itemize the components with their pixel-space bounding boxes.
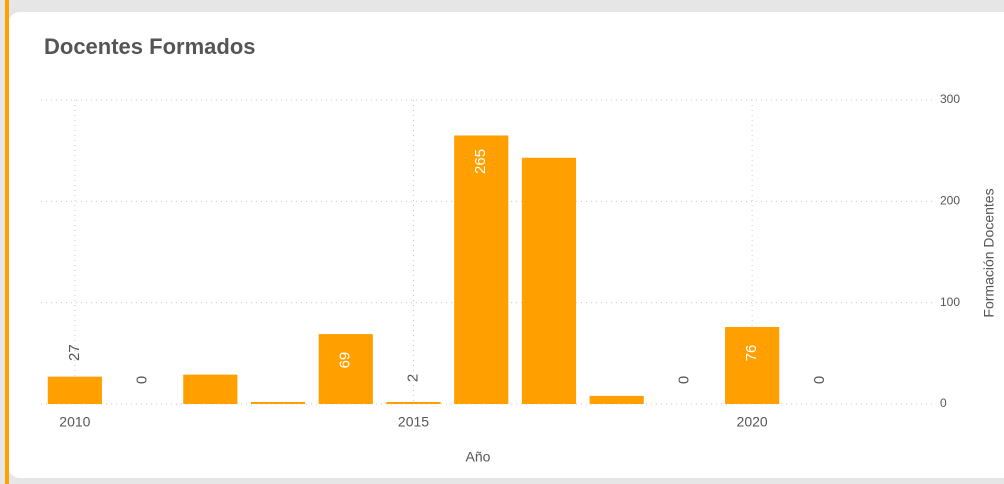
- data-label: 0: [134, 376, 151, 384]
- data-label: 2: [404, 374, 421, 382]
- x-tick-label: 2010: [59, 414, 90, 430]
- bar: [725, 326, 780, 404]
- x-tick-label: 2015: [398, 414, 429, 430]
- y-tick-label: 0: [940, 396, 947, 410]
- data-label: 0: [675, 376, 692, 384]
- data-label: 76: [743, 345, 760, 362]
- y-axis-title: Formación Docentes: [981, 188, 997, 317]
- data-label: 27: [66, 344, 83, 361]
- data-label: 0: [811, 376, 828, 384]
- bar: [386, 401, 441, 404]
- bar: [318, 334, 373, 404]
- bar: [454, 135, 509, 404]
- data-label: 69: [337, 352, 354, 369]
- accent-strip: [5, 0, 9, 484]
- y-tick-label: 100: [940, 295, 960, 309]
- chart-title: Docentes Formados: [44, 34, 256, 59]
- bar: [521, 157, 577, 404]
- bar: [589, 395, 644, 404]
- y-tick-label: 300: [940, 92, 960, 106]
- bar: [47, 376, 102, 404]
- x-tick-label: 2020: [737, 414, 768, 430]
- x-axis-title: Año: [466, 449, 491, 465]
- y-tick-label: 200: [940, 194, 960, 208]
- bar: [183, 374, 238, 404]
- data-label: 265: [472, 149, 489, 174]
- bar: [250, 401, 306, 404]
